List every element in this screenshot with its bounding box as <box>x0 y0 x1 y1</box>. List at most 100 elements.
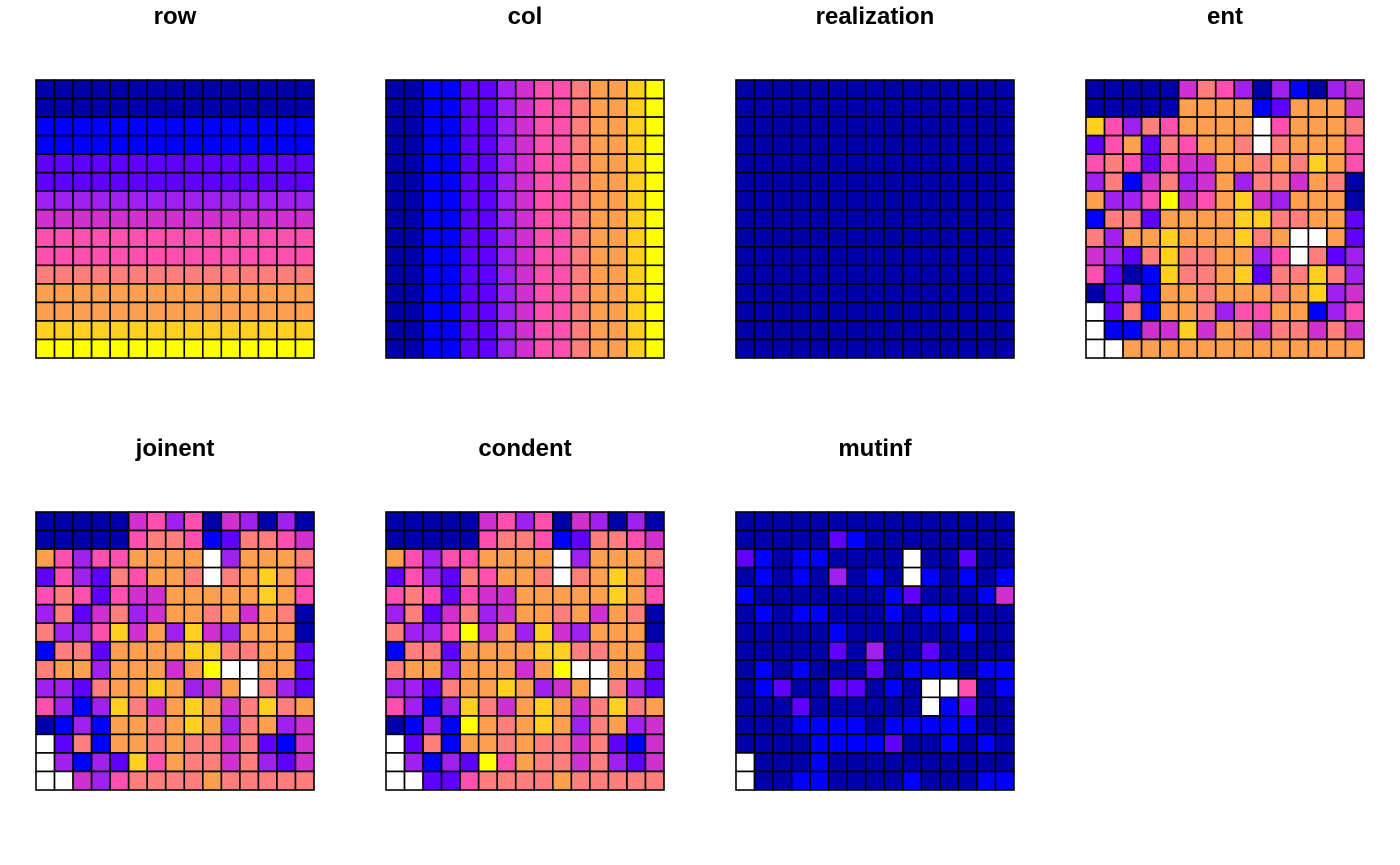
heatmap-cell <box>146 585 167 606</box>
heatmap-cell <box>514 566 536 587</box>
heatmap-cell <box>552 585 573 606</box>
heatmap-cell <box>127 320 148 341</box>
heatmap-cell <box>790 678 811 699</box>
heatmap-cell <box>202 301 223 322</box>
heatmap-cell <box>790 548 811 569</box>
heatmap-cell <box>846 190 867 211</box>
heatmap-cell <box>920 264 941 285</box>
heatmap-cell <box>772 566 793 587</box>
heatmap-cell <box>753 529 774 550</box>
heatmap-cell <box>202 566 223 587</box>
heatmap-cell <box>1085 208 1106 230</box>
heatmap-cell <box>827 678 848 699</box>
heatmap-cell <box>827 566 848 587</box>
heatmap-cell <box>626 622 647 643</box>
heatmap-cell <box>827 134 848 155</box>
heatmap-cell <box>477 171 498 192</box>
heatmap-cell <box>772 733 793 754</box>
heatmap-cell <box>864 548 886 569</box>
heatmap-cell <box>1214 190 1236 211</box>
heatmap-cell <box>294 733 315 754</box>
heatmap-cell <box>753 338 774 359</box>
panel-ent: ent <box>1085 3 1365 359</box>
heatmap-cell <box>403 264 424 285</box>
heatmap-cell <box>1159 338 1180 359</box>
heatmap-cell <box>1159 134 1180 155</box>
heatmap-cell <box>220 134 241 155</box>
heatmap-cell <box>772 659 793 680</box>
heatmap-cell <box>994 566 1015 587</box>
heatmap-cell <box>570 566 591 587</box>
heatmap-cell <box>827 227 848 248</box>
heatmap-cell <box>220 715 241 736</box>
heatmap-cell <box>183 585 204 606</box>
heatmap-cell <box>589 134 610 155</box>
heatmap-cell <box>422 246 443 267</box>
heatmap-cell <box>533 770 554 791</box>
heatmap-cell <box>496 585 517 606</box>
heatmap-cell <box>1122 338 1143 359</box>
heatmap-cell <box>644 529 665 550</box>
heatmap-cell <box>939 511 960 532</box>
heatmap-cell <box>1289 264 1310 285</box>
heatmap-cell <box>35 190 56 211</box>
heatmap-cell <box>626 566 647 587</box>
heatmap-cell <box>790 208 811 230</box>
heatmap-cell <box>644 696 665 717</box>
heatmap-cell <box>164 566 186 587</box>
heatmap-cell <box>422 752 443 773</box>
heatmap-cell <box>902 770 923 791</box>
heatmap-cell <box>753 208 774 230</box>
heatmap-cell <box>202 227 223 248</box>
heatmap-cell <box>294 116 315 137</box>
heatmap-cell <box>514 301 536 322</box>
heatmap-cell <box>957 227 978 248</box>
heatmap-cell <box>422 585 443 606</box>
heatmap-cell <box>920 190 941 211</box>
heatmap-cell <box>496 548 517 569</box>
heatmap-cell <box>146 752 167 773</box>
heatmap-cell <box>477 566 498 587</box>
heatmap-cell <box>1252 208 1273 230</box>
heatmap-cell <box>385 190 406 211</box>
heatmap-cell <box>607 116 628 137</box>
heatmap-cell <box>883 659 904 680</box>
heatmap-cell <box>53 548 74 569</box>
heatmap-cell <box>570 770 591 791</box>
heatmap-cell <box>239 548 260 569</box>
panel-mutinf: mutinf <box>735 435 1015 791</box>
heatmap-cell <box>994 301 1015 322</box>
heatmap-cell <box>957 116 978 137</box>
heatmap-cell <box>164 603 186 624</box>
heatmap-cell <box>1103 246 1124 267</box>
heatmap-cell <box>1103 97 1124 118</box>
heatmap-cell <box>846 511 867 532</box>
heatmap-cell <box>257 529 278 550</box>
heatmap-cell <box>276 659 297 680</box>
heatmap-cell <box>533 752 554 773</box>
heatmap-cell <box>589 301 610 322</box>
heatmap-cell <box>1326 338 1347 359</box>
heatmap-cell <box>496 171 517 192</box>
heatmap-cell <box>1159 301 1180 322</box>
heatmap-cell <box>735 733 756 754</box>
heatmap-cell <box>276 678 297 699</box>
heatmap-cell <box>939 116 960 137</box>
heatmap-cell <box>1122 79 1143 100</box>
heatmap-cell <box>1159 171 1180 192</box>
heatmap-cell <box>626 338 647 359</box>
heatmap-cell <box>846 566 867 587</box>
heatmap-cell <box>72 301 93 322</box>
heatmap-cell <box>920 79 941 100</box>
heatmap-cell <box>790 134 811 155</box>
heatmap-cell <box>459 208 480 230</box>
heatmap-cell <box>459 622 480 643</box>
heatmap-cell <box>827 511 848 532</box>
heatmap-cell <box>644 134 665 155</box>
heatmap-cell <box>902 171 923 192</box>
heatmap-cell <box>257 511 278 532</box>
heatmap-cell <box>552 640 573 662</box>
heatmap-cell <box>735 566 756 587</box>
heatmap-cell <box>753 116 774 137</box>
heatmap-cell <box>939 208 960 230</box>
